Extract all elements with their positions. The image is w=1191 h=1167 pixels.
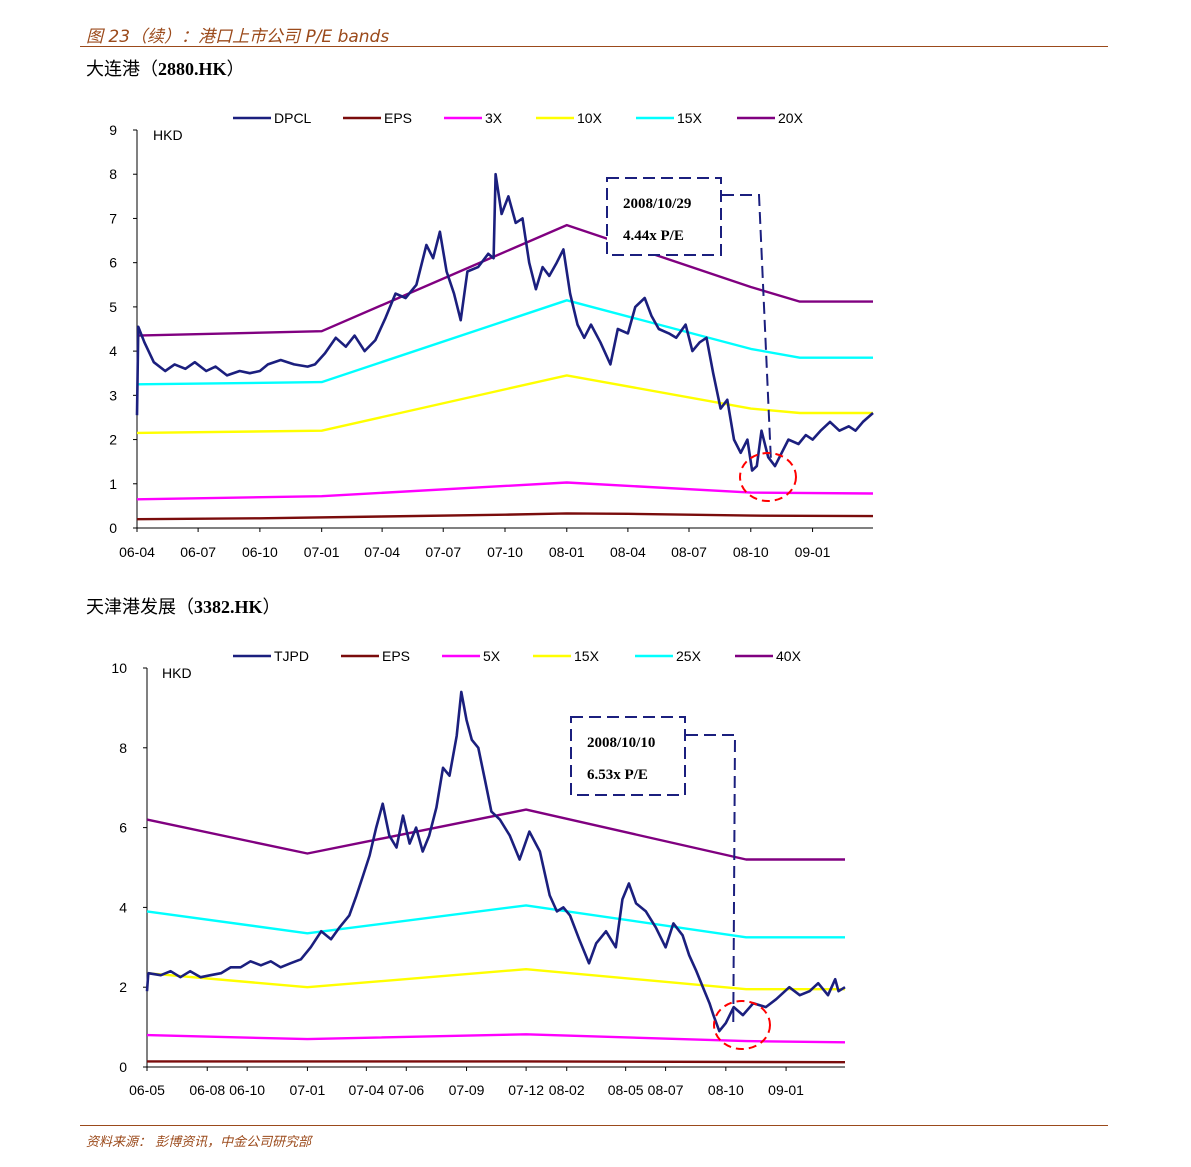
legend-label: 40X [776, 648, 802, 664]
y-tick-label: 8 [119, 740, 127, 756]
chart-dalian-port: 0 1 2 3 4 5 6 7 8 9 06-04 06-07 06-10 07-01 07-04 07-07… [109, 110, 874, 560]
legend-label: 10X [577, 110, 603, 126]
y-tick-label: 8 [109, 166, 117, 182]
legend-label: 15X [574, 648, 600, 664]
legend-label: DPCL [274, 110, 312, 126]
series-line [146, 1033, 846, 1044]
chart2-heading-code: 3382.HK [194, 597, 263, 617]
y-tick-label: 6 [119, 820, 127, 836]
series-line [146, 904, 845, 939]
y-tick-label: 1 [109, 476, 117, 492]
chart1-heading: 大连港（2880.HK） [86, 55, 245, 81]
series-line [136, 374, 873, 435]
series-line [147, 1060, 846, 1064]
x-tick-label: 06-08 [189, 1082, 225, 1098]
series-line [135, 172, 874, 472]
x-tick-label: 06-04 [119, 544, 155, 560]
top-rule [80, 46, 1108, 47]
series-line [136, 223, 873, 337]
x-tick-label: 06-10 [242, 544, 278, 560]
source-note: 资料来源： 彭博资讯，中金公司研究部 [86, 1135, 312, 1150]
highlight-circle [713, 1000, 771, 1050]
x-tick-label: 08-10 [708, 1082, 744, 1098]
bottom-rule [80, 1125, 1108, 1126]
annotation-leader [722, 194, 772, 459]
series-line [146, 808, 845, 861]
y-tick-label: 0 [109, 520, 117, 536]
y-tick-label: 5 [109, 299, 117, 315]
annotation: 2008/10/10 6.53x P/E [570, 716, 771, 1050]
y-tick-label: 3 [109, 387, 117, 403]
series-line [146, 968, 845, 991]
legend-label: 3X [485, 110, 503, 126]
y-tick-label: 0 [119, 1059, 127, 1075]
legend-label: EPS [382, 648, 410, 664]
y-tick-label: 2 [109, 432, 117, 448]
x-tick-label: 07-01 [304, 544, 340, 560]
legend-label: 20X [778, 110, 804, 126]
annotation-box [606, 177, 722, 256]
x-tick-label: 07-10 [487, 544, 523, 560]
series-line [145, 690, 846, 1033]
figure-title: 图 23（续）：港口上市公司 P/E bands [86, 27, 390, 47]
legend-label: 25X [676, 648, 702, 664]
annotation: 2008/10/29 4.44x P/E [606, 177, 797, 502]
legend-label: 5X [483, 648, 501, 664]
x-tick-label: 07-12 [508, 1082, 544, 1098]
chart2-heading-close: ） [262, 597, 281, 618]
annotation-leader [686, 734, 737, 1024]
x-tick-label: 08-07 [648, 1082, 684, 1098]
y-tick-label: 7 [109, 210, 117, 226]
x-tick-label: 06-05 [129, 1082, 165, 1098]
chart-tianjin-port: 0 2 4 6 8 10 06-05 06-08 06-10 07-01 07-04 07-06 07-… [111, 648, 846, 1098]
unit-label: HKD [162, 665, 192, 681]
annotation-date: 2008/10/29 [623, 196, 691, 212]
legend-label: EPS [384, 110, 412, 126]
y-tick-label: 10 [111, 660, 127, 676]
annotation-date: 2008/10/10 [587, 735, 655, 751]
x-tick-label: 08-10 [733, 544, 769, 560]
x-tick-label: 08-04 [610, 544, 646, 560]
y-tick-label: 6 [109, 255, 117, 271]
x-tick-label: 07-07 [425, 544, 461, 560]
annotation-box [570, 716, 686, 796]
legend-label: 15X [677, 110, 703, 126]
chart1-heading-code: 2880.HK [158, 59, 227, 79]
y-tick-label: 4 [119, 899, 127, 915]
annotation-pe: 6.53x P/E [587, 767, 648, 783]
y-tick-label: 9 [109, 122, 117, 138]
x-tick-label: 09-01 [768, 1082, 804, 1098]
series-line [136, 299, 873, 386]
chart2-heading: 天津港发展（3382.HK） [86, 593, 281, 619]
y-tick-label: 4 [109, 343, 117, 359]
x-tick-label: 08-07 [671, 544, 707, 560]
series-line [136, 512, 874, 521]
series-line [136, 481, 874, 501]
x-tick-label: 09-01 [795, 544, 831, 560]
highlight-circle [739, 452, 797, 502]
chart1-heading-name: 大连港（ [86, 59, 158, 80]
x-tick-label: 08-05 [608, 1082, 644, 1098]
x-tick-label: 07-04 [364, 544, 400, 560]
chart2-heading-name: 天津港发展（ [86, 597, 194, 618]
x-tick-label: 06-10 [229, 1082, 265, 1098]
legend-label: TJPD [274, 648, 309, 664]
y-tick-label: 2 [119, 979, 127, 995]
unit-label: HKD [153, 127, 183, 143]
x-tick-label: 06-07 [180, 544, 216, 560]
x-tick-label: 08-01 [549, 544, 585, 560]
annotation-pe: 4.44x P/E [623, 228, 684, 244]
x-tick-label: 07-09 [449, 1082, 485, 1098]
x-tick-label: 07-04 [348, 1082, 384, 1098]
chart1-heading-close: ） [226, 59, 245, 80]
x-tick-label: 07-01 [290, 1082, 326, 1098]
x-tick-label: 07-06 [388, 1082, 424, 1098]
x-tick-label: 08-02 [549, 1082, 585, 1098]
